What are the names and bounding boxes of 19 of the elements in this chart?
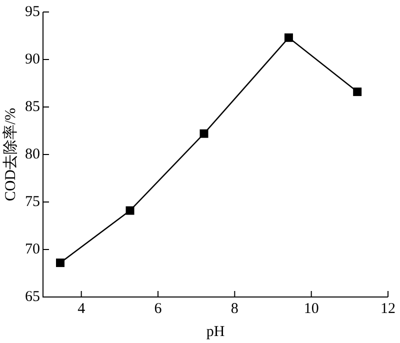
point <box>353 88 362 96</box>
y-axis-title: COD去除率/% <box>2 108 19 202</box>
y-tick-label: 85 <box>25 98 40 115</box>
y-tick-label: 70 <box>25 241 40 258</box>
x-tick-label: 4 <box>78 300 86 317</box>
y-tick-label: 95 <box>25 4 40 20</box>
x-tick-label: 10 <box>304 300 319 317</box>
point <box>200 129 208 138</box>
y-tick-label: 90 <box>25 51 40 68</box>
y-tick-label: 75 <box>25 194 40 210</box>
x-tick-label: 8 <box>230 300 238 317</box>
point <box>56 258 64 268</box>
y-tick-label: 65 <box>25 288 40 305</box>
x-tick-label: 6 <box>154 300 162 317</box>
x-tick-label: 12 <box>380 300 396 317</box>
point <box>284 33 293 42</box>
x-axis-title: pH <box>206 324 225 340</box>
y-tick-label: 80 <box>25 146 40 162</box>
point <box>126 206 134 215</box>
